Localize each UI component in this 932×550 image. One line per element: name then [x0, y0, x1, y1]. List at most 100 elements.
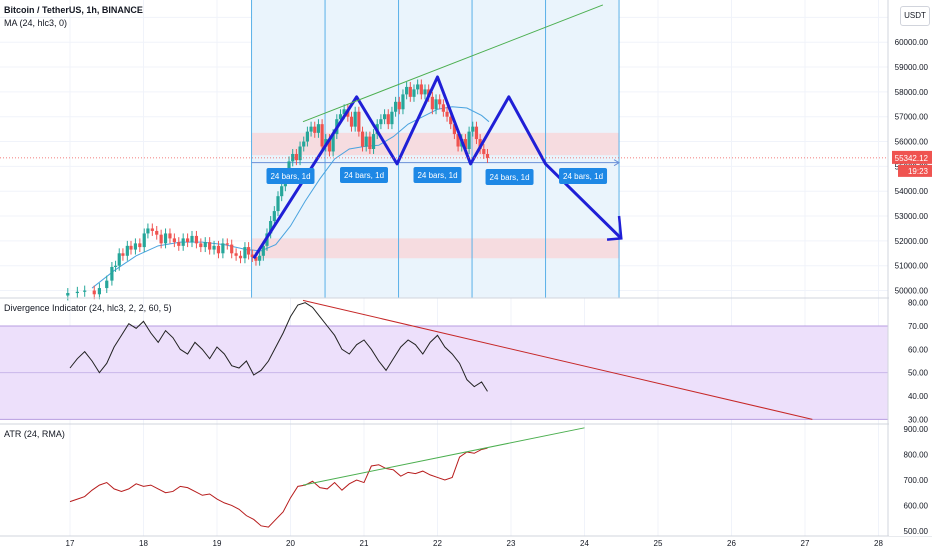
pattern-arrow-head	[606, 215, 623, 241]
candle-body	[445, 111, 449, 117]
candle-body	[394, 101, 398, 112]
atr-pane	[69, 427, 585, 528]
price-trendline	[302, 4, 604, 123]
candle-body	[305, 131, 310, 142]
date-range-group	[251, 0, 621, 298]
candle-body	[408, 86, 412, 97]
candle-body	[320, 124, 324, 147]
ma-legend[interactable]: MA (24, hlc3, 0)	[4, 18, 68, 28]
candle-body	[181, 238, 185, 246]
candle-body	[168, 233, 172, 239]
time-tick-label: 25	[654, 539, 663, 548]
range-badge: 24 bars, 1d	[559, 168, 608, 184]
divergence-title[interactable]: Divergence Indicator (24, hlc3, 2, 2, 60…	[4, 303, 172, 313]
candle-body	[474, 126, 479, 140]
candle-body	[250, 254, 254, 258]
candle-body	[159, 234, 163, 244]
candle-body	[234, 253, 238, 256]
range-badge-bg	[340, 167, 388, 183]
candle-body	[83, 290, 87, 292]
currency-badge[interactable]: USDT	[900, 6, 930, 26]
time-tick-label: 17	[66, 539, 75, 548]
support-resistance-zone	[251, 132, 620, 156]
candle-body	[133, 243, 138, 250]
time-tick-label: 19	[213, 539, 222, 548]
candle-body	[327, 139, 332, 152]
candle-body	[371, 134, 376, 149]
time-tick-label: 24	[580, 539, 589, 548]
range-badge-bg	[559, 168, 608, 184]
candle-body	[221, 243, 225, 254]
candle-body	[121, 253, 125, 256]
candle-body	[272, 211, 276, 222]
head-shoulders-pattern	[252, 75, 623, 260]
range-badge-label: 24 bars, 1d	[563, 172, 603, 181]
osc-tick-label: 80.00	[908, 299, 929, 308]
symbol-title[interactable]: Bitcoin / TetherUS, 1h, BINANCE	[4, 5, 143, 15]
candle-body	[434, 99, 438, 110]
osc-tick-label: 70.00	[908, 322, 929, 331]
time-tick-label: 20	[286, 539, 295, 548]
candle-body	[238, 255, 243, 259]
candle-body	[113, 265, 118, 267]
candle-body	[138, 243, 142, 248]
candle-body	[247, 247, 251, 255]
candle-body	[150, 228, 154, 231]
price-tick-label: 59000.00	[895, 63, 929, 72]
support-resistance-zone	[251, 238, 620, 259]
candle-body	[129, 245, 133, 250]
atr-trendline	[302, 427, 585, 486]
atr-tick-label: 900.00	[904, 425, 929, 434]
candle-body	[342, 109, 346, 115]
candle-body	[368, 136, 372, 149]
candle-body	[302, 141, 306, 147]
price-tick-label: 56000.00	[895, 138, 929, 147]
candle-body	[254, 257, 258, 261]
candle-body	[397, 101, 401, 110]
candle-body	[291, 153, 295, 162]
candle-body	[313, 126, 317, 133]
candle-body	[382, 114, 387, 120]
candle-body	[276, 196, 280, 212]
candle-body	[441, 104, 445, 112]
atr-tick-label: 700.00	[904, 476, 929, 485]
candle-body	[419, 84, 423, 95]
candle-body	[125, 245, 129, 256]
candle-body	[186, 238, 190, 243]
range-badge-label: 24 bars, 1d	[344, 171, 384, 180]
time-tick-label: 26	[727, 539, 736, 548]
candle-body	[412, 89, 416, 97]
candle-body	[390, 111, 394, 125]
candle-body	[243, 247, 247, 259]
range-badge-label: 24 bars, 1d	[490, 173, 530, 182]
price-axis-bg	[889, 0, 932, 536]
time-tick-label: 18	[139, 539, 148, 548]
candle-body	[105, 280, 109, 289]
candle-body	[467, 131, 471, 149]
candle-body	[379, 119, 383, 125]
candle-body	[485, 153, 490, 158]
candle-body	[430, 96, 434, 110]
candle-body	[230, 244, 234, 254]
candle-body	[280, 186, 284, 197]
time-tick-label: 28	[874, 539, 883, 548]
osc-tick-label: 50.00	[908, 369, 929, 378]
divergence-pane	[0, 299, 888, 420]
candle-body	[456, 134, 460, 147]
candle-body	[316, 124, 321, 133]
candle-body	[331, 134, 335, 152]
candle-body	[261, 245, 265, 256]
range-badge-bg	[485, 169, 534, 185]
candle-body	[110, 266, 114, 281]
candle-body	[216, 245, 221, 254]
candle-body	[269, 221, 273, 234]
candle-body	[478, 139, 482, 149]
range-badge-label: 24 bars, 1d	[270, 172, 310, 181]
range-badge-bg	[266, 168, 315, 184]
time-tick-label: 22	[433, 539, 442, 548]
candle-body	[92, 290, 96, 295]
atr-title[interactable]: ATR (24, RMA)	[4, 429, 65, 439]
candle-body	[194, 235, 199, 244]
countdown-tag	[898, 164, 932, 177]
